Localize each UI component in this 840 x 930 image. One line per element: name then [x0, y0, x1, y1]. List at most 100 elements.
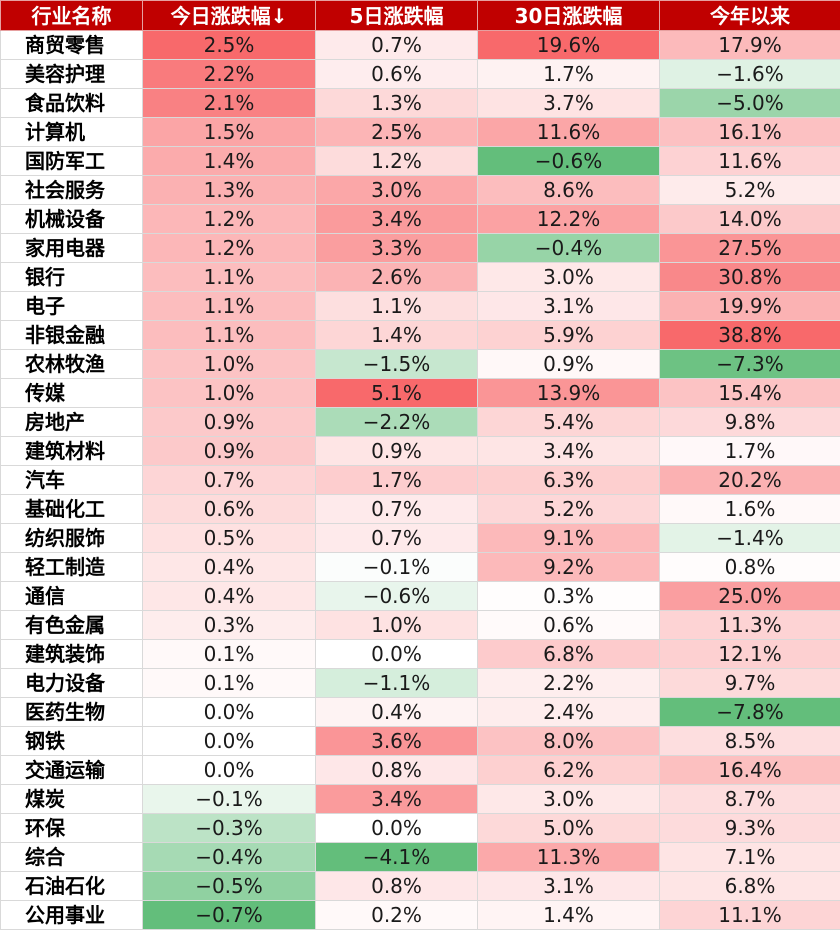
table-row[interactable]: 综合−0.4%−4.1%11.3%7.1% — [1, 843, 840, 872]
cell-industry-name: 建筑装饰 — [1, 640, 143, 669]
cell-today-change: 0.0% — [143, 727, 316, 756]
cell-today-change: 0.0% — [143, 756, 316, 785]
cell-today-change: 0.4% — [143, 553, 316, 582]
cell-5day-change: 3.4% — [316, 205, 478, 234]
cell-today-change: 0.4% — [143, 582, 316, 611]
cell-ytd-change: 16.1% — [660, 118, 840, 147]
cell-today-change: 1.3% — [143, 176, 316, 205]
header-industry-name[interactable]: 行业名称 — [1, 1, 143, 31]
cell-5day-change: 1.3% — [316, 89, 478, 118]
cell-industry-name: 电力设备 — [1, 669, 143, 698]
cell-30day-change: 13.9% — [478, 379, 660, 408]
cell-ytd-change: 8.7% — [660, 785, 840, 814]
cell-today-change: 0.7% — [143, 466, 316, 495]
cell-30day-change: 5.4% — [478, 408, 660, 437]
cell-ytd-change: 20.2% — [660, 466, 840, 495]
cell-5day-change: 3.0% — [316, 176, 478, 205]
cell-today-change: 1.1% — [143, 321, 316, 350]
header-30day-change[interactable]: 30日涨跌幅 — [478, 1, 660, 31]
header-today-change[interactable]: 今日涨跌幅↓ — [143, 1, 316, 31]
cell-ytd-change: 1.6% — [660, 495, 840, 524]
cell-30day-change: 2.2% — [478, 669, 660, 698]
cell-today-change: −0.5% — [143, 872, 316, 901]
cell-5day-change: 3.3% — [316, 234, 478, 263]
header-ytd-change[interactable]: 今年以来 — [660, 1, 840, 31]
cell-industry-name: 社会服务 — [1, 176, 143, 205]
cell-30day-change: 5.9% — [478, 321, 660, 350]
cell-today-change: 0.6% — [143, 495, 316, 524]
cell-today-change: 2.5% — [143, 31, 316, 60]
cell-30day-change: 1.7% — [478, 60, 660, 89]
cell-30day-change: 3.7% — [478, 89, 660, 118]
cell-30day-change: −0.6% — [478, 147, 660, 176]
cell-industry-name: 建筑材料 — [1, 437, 143, 466]
cell-ytd-change: 25.0% — [660, 582, 840, 611]
cell-today-change: −0.1% — [143, 785, 316, 814]
table-row[interactable]: 煤炭−0.1%3.4%3.0%8.7% — [1, 785, 840, 814]
cell-ytd-change: 16.4% — [660, 756, 840, 785]
cell-ytd-change: 9.8% — [660, 408, 840, 437]
cell-30day-change: 0.6% — [478, 611, 660, 640]
cell-industry-name: 房地产 — [1, 408, 143, 437]
cell-ytd-change: 9.3% — [660, 814, 840, 843]
cell-5day-change: 0.7% — [316, 31, 478, 60]
cell-5day-change: 1.0% — [316, 611, 478, 640]
cell-30day-change: 11.6% — [478, 118, 660, 147]
table-row[interactable]: 公用事业−0.7%0.2%1.4%11.1% — [1, 901, 840, 930]
cell-industry-name: 纺织服饰 — [1, 524, 143, 553]
table-row[interactable]: 石油石化−0.5%0.8%3.1%6.8% — [1, 872, 840, 901]
cell-industry-name: 机械设备 — [1, 205, 143, 234]
table-row[interactable]: 环保−0.3%0.0%5.0%9.3% — [1, 814, 840, 843]
cell-5day-change: 0.9% — [316, 437, 478, 466]
cell-today-change: 0.1% — [143, 640, 316, 669]
cell-today-change: 0.9% — [143, 408, 316, 437]
cell-ytd-change: 38.8% — [660, 321, 840, 350]
cell-ytd-change: 12.1% — [660, 640, 840, 669]
cell-industry-name: 电子 — [1, 292, 143, 321]
cell-5day-change: −4.1% — [316, 843, 478, 872]
cell-5day-change: 0.8% — [316, 872, 478, 901]
cell-5day-change: 0.7% — [316, 524, 478, 553]
cell-30day-change: 3.0% — [478, 785, 660, 814]
cell-30day-change: 0.3% — [478, 582, 660, 611]
cell-today-change: 1.4% — [143, 147, 316, 176]
cell-industry-name: 传媒 — [1, 379, 143, 408]
cell-industry-name: 通信 — [1, 582, 143, 611]
cell-30day-change: 8.6% — [478, 176, 660, 205]
cell-industry-name: 银行 — [1, 263, 143, 292]
cell-industry-name: 非银金融 — [1, 321, 143, 350]
cell-ytd-change: 30.8% — [660, 263, 840, 292]
cell-ytd-change: 15.4% — [660, 379, 840, 408]
cell-5day-change: 3.6% — [316, 727, 478, 756]
header-5day-change[interactable]: 5日涨跌幅 — [316, 1, 478, 31]
cell-today-change: 1.2% — [143, 234, 316, 263]
cell-30day-change: 12.2% — [478, 205, 660, 234]
